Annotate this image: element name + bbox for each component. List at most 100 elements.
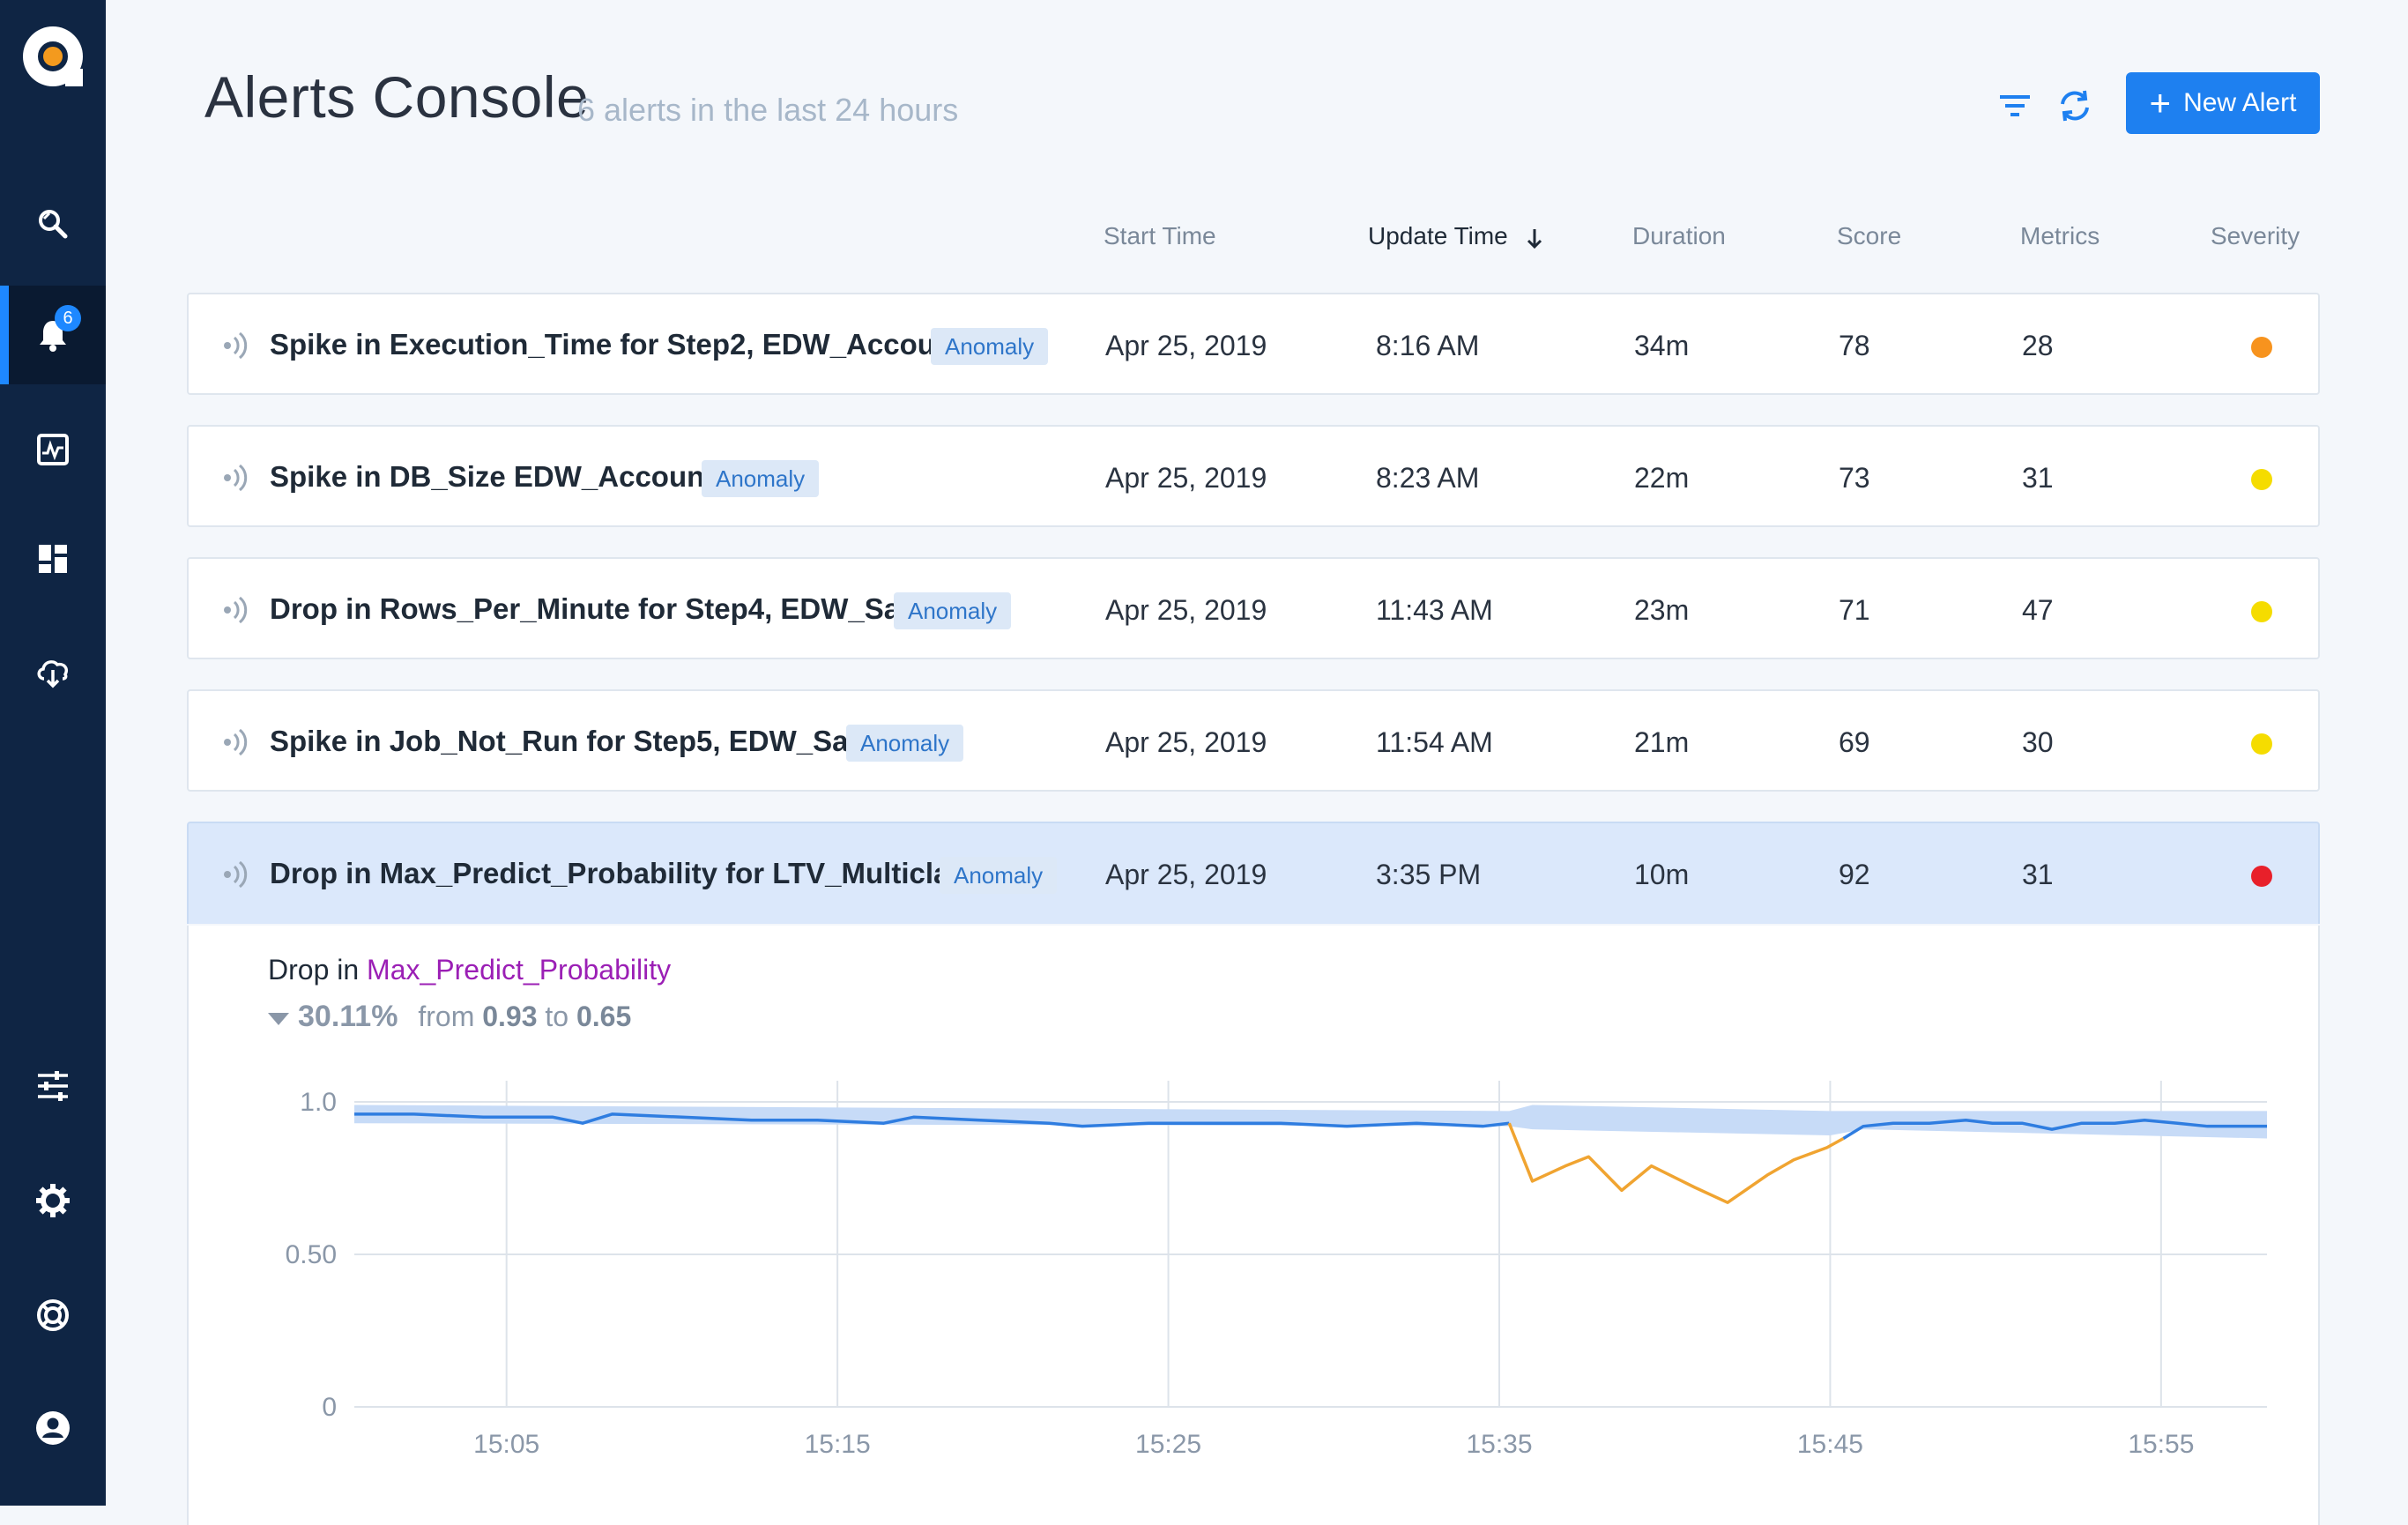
- signal-icon: [224, 464, 248, 492]
- alert-update-time: 8:16 AM: [1376, 330, 1480, 361]
- page-subtitle: 6 alerts in the last 24 hours: [577, 92, 959, 128]
- from-value: 0.93: [482, 1001, 538, 1032]
- alert-score: 78: [1839, 330, 1870, 361]
- column-severity[interactable]: Severity: [2211, 222, 2300, 249]
- alert-detail-panel: [187, 926, 2320, 1525]
- signal-icon: [224, 331, 248, 360]
- alert-start-time: Apr 25, 2019: [1105, 462, 1267, 494]
- anomaly-tag: Anomaly: [931, 328, 1049, 365]
- severity-dot: [2251, 469, 2272, 490]
- alert-start-time: Apr 25, 2019: [1105, 859, 1267, 890]
- x-tick-label: 15:55: [2128, 1430, 2194, 1459]
- anomaly-tag: Anomaly: [702, 460, 820, 497]
- filter-button[interactable]: [1990, 81, 2040, 130]
- alert-start-time: Apr 25, 2019: [1105, 594, 1267, 626]
- expected-range-band: [354, 1105, 2267, 1139]
- alert-score: 92: [1839, 859, 1870, 890]
- page-title: Alerts Console: [204, 64, 590, 130]
- refresh-button[interactable]: [2050, 81, 2100, 130]
- y-tick-label: 1.0: [300, 1088, 337, 1117]
- alert-duration: 22m: [1634, 462, 1690, 494]
- alert-row-selected[interactable]: Drop in Max_Predict_Probability for LTV_…: [187, 822, 2320, 924]
- x-tick-label: 15:25: [1135, 1430, 1201, 1459]
- anomaly-series-line: [1507, 1122, 1845, 1204]
- refresh-icon: [2061, 90, 2089, 122]
- nav-settings-sliders[interactable]: [0, 1037, 106, 1135]
- detail-prefix: Drop in: [268, 954, 360, 986]
- anomaly-tag: Anomaly: [940, 857, 1058, 894]
- alert-update-time: 11:54 AM: [1376, 726, 1493, 758]
- alert-metrics: 28: [2022, 330, 2054, 361]
- x-tick-label: 15:15: [805, 1430, 871, 1459]
- sidebar: 6: [0, 0, 106, 1506]
- nav-dashboards[interactable]: [0, 510, 106, 608]
- severity-dot: [2251, 601, 2272, 622]
- column-score[interactable]: Score: [1837, 222, 1902, 249]
- alert-title: Drop in Max_Predict_Probability for LTV_…: [270, 857, 983, 889]
- alert-row[interactable]: Spike in Job_Not_Run for Step5, EDW_Sale…: [187, 689, 2320, 792]
- new-alert-button[interactable]: + New Alert: [2126, 72, 2320, 134]
- column-update-time[interactable]: Update Time: [1368, 222, 1547, 250]
- to-value: 0.65: [576, 1001, 632, 1032]
- alert-start-time: Apr 25, 2019: [1105, 330, 1267, 361]
- alert-start-time: Apr 25, 2019: [1105, 726, 1267, 758]
- alerts-count-badge: 6: [55, 305, 81, 331]
- chart-icon: [37, 434, 69, 465]
- filter-icon: [2000, 95, 2030, 116]
- column-start-time[interactable]: Start Time: [1104, 222, 1216, 249]
- metric-series-line: [354, 1112, 1510, 1128]
- alert-row[interactable]: Spike in Execution_Time for Step2, EDW_A…: [187, 293, 2320, 395]
- new-alert-label: New Alert: [2183, 88, 2297, 117]
- anomaly-tag: Anomaly: [846, 725, 964, 762]
- detail-heading: Drop in Max_Predict_Probability: [268, 954, 671, 986]
- alert-metrics: 31: [2022, 462, 2054, 494]
- alert-metrics: 30: [2022, 726, 2054, 758]
- y-tick-label: 0.50: [286, 1240, 337, 1269]
- change-percent: 30.11%: [298, 1000, 398, 1033]
- alert-score: 73: [1839, 462, 1870, 494]
- y-tick-label: 0: [322, 1393, 337, 1422]
- severity-dot: [2251, 733, 2272, 755]
- alert-title: Drop in Rows_Per_Minute for Step4, EDW_S…: [270, 592, 940, 625]
- alert-row[interactable]: Spike in DB_Size EDW_Accounts Anomaly Ap…: [187, 425, 2320, 527]
- severity-dot: [2251, 337, 2272, 358]
- anomaly-tag: Anomaly: [894, 592, 1012, 629]
- x-tick-label: 15:35: [1466, 1430, 1532, 1459]
- lifebuoy-icon: [37, 1299, 69, 1331]
- sliders-icon: [38, 1071, 68, 1101]
- nav-metrics[interactable]: [0, 400, 106, 499]
- alert-update-time: 3:35 PM: [1376, 859, 1482, 890]
- alert-update-time: 8:23 AM: [1376, 462, 1480, 494]
- column-update-time-label: Update Time: [1368, 222, 1508, 249]
- user-icon: [36, 1411, 70, 1445]
- search-icon: [39, 210, 68, 239]
- metric-series-line: [1842, 1119, 2267, 1141]
- alert-title: Spike in DB_Size EDW_Accounts: [270, 460, 731, 493]
- dashboard-icon: [39, 545, 67, 573]
- signal-icon: [224, 596, 248, 624]
- column-duration[interactable]: Duration: [1632, 222, 1726, 249]
- app-logo[interactable]: [23, 26, 83, 86]
- nav-settings[interactable]: [0, 1151, 106, 1250]
- column-metrics[interactable]: Metrics: [2020, 222, 2100, 249]
- alert-title: Spike in Job_Not_Run for Step5, EDW_Sale…: [270, 725, 889, 757]
- x-tick-label: 15:05: [473, 1430, 539, 1459]
- from-label: from: [418, 1001, 475, 1032]
- alert-metrics: 31: [2022, 859, 2054, 890]
- to-label: to: [545, 1001, 569, 1032]
- signal-icon: [224, 728, 248, 756]
- alert-score: 71: [1839, 594, 1870, 626]
- nav-profile[interactable]: [0, 1379, 106, 1477]
- alert-update-time: 11:43 AM: [1376, 594, 1493, 626]
- nav-search[interactable]: [0, 175, 106, 273]
- nav-sources[interactable]: [0, 622, 106, 721]
- alert-row[interactable]: Drop in Rows_Per_Minute for Step4, EDW_S…: [187, 557, 2320, 659]
- sort-desc-icon: [1527, 228, 1542, 249]
- nav-support[interactable]: [0, 1266, 106, 1365]
- gear-icon: [36, 1184, 70, 1217]
- severity-dot: [2251, 866, 2272, 887]
- alert-duration: 23m: [1634, 594, 1690, 626]
- alert-title: Spike in Execution_Time for Step2, EDW_A…: [270, 328, 979, 361]
- detail-metric-link[interactable]: Max_Predict_Probability: [367, 954, 672, 986]
- nav-alerts[interactable]: 6: [0, 286, 106, 384]
